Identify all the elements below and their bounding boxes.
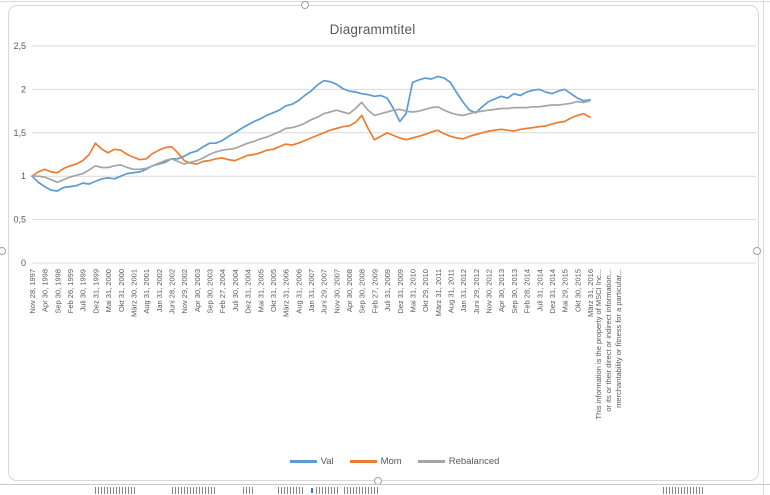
x-axis-tick-label: Feb 26, 1999	[66, 269, 75, 313]
clipped-cell-text	[243, 487, 255, 494]
x-axis-tick-label: Nov 29, 2002	[180, 269, 189, 314]
y-axis-tick-label: 1,5	[13, 128, 26, 138]
x-axis-tick-label: Apr 30, 2013	[497, 269, 506, 312]
x-axis-tick-label: Nov 30, 2007	[332, 269, 341, 314]
x-axis-tick-label: Nov 28, 1997	[28, 269, 37, 314]
x-axis-tick-label: Mai 29, 2015	[561, 269, 570, 312]
selection-handle-right[interactable]	[753, 247, 761, 255]
y-axis-tick-label: 1	[21, 171, 26, 181]
disclaimer-label: or its or their direct or indirect infor…	[604, 269, 613, 412]
clipped-cell-text	[95, 487, 137, 494]
x-axis-tick-label: Juni 28, 2002	[168, 269, 177, 314]
clipped-cell-text	[278, 487, 303, 494]
y-axis-tick-label: 2	[21, 84, 26, 94]
x-axis-tick-label: Juli 30, 2004	[231, 269, 240, 312]
spreadsheet-row-clipped[interactable]	[0, 486, 770, 495]
sheet-gridline-top	[0, 1, 770, 2]
x-axis-tick-label: Jan 31, 2012	[459, 269, 468, 312]
legend-label-val: Val	[320, 456, 334, 467]
x-axis-tick-label: März 31, 2016	[586, 269, 595, 317]
x-axis-tick-label: Juni 29, 2012	[472, 269, 481, 314]
disclaimer-label: This information is the property of MSCI…	[594, 269, 603, 419]
y-axis-tick-label: 2,5	[13, 41, 26, 51]
x-axis-tick-label: Jan 31, 2007	[307, 269, 316, 312]
series-line-val[interactable]	[31, 75, 591, 192]
chart-object[interactable]: Diagrammtitel 0 0,5 1 1,5 2 2,5 Nov 28, 1997 Ap…	[8, 5, 759, 481]
clipped-cell-text	[316, 487, 340, 494]
x-axis-tick-label: Feb 27, 2004	[218, 269, 227, 313]
legend-line-mom-icon	[349, 460, 377, 463]
x-axis-tick-label: Aug 31, 2006	[294, 269, 303, 314]
series-line-mom[interactable]	[31, 112, 591, 178]
x-axis-tick-label: März 31, 2006	[282, 269, 291, 317]
x-axis-tick-label: Apr 30, 2003	[193, 269, 202, 312]
x-axis-tick-label: Sep 30, 2013	[510, 269, 519, 314]
legend-label-rebalanced: Rebalanced	[448, 456, 500, 467]
y-axis-tick-label: 0	[21, 258, 26, 268]
clipped-cell-text	[344, 487, 378, 494]
sheet-gridline-right	[763, 0, 764, 495]
x-axis-tick-label: Mai 31, 2010	[408, 269, 417, 312]
x-axis-tick-label: Feb 27, 2009	[370, 269, 379, 313]
legend-line-val-icon	[289, 460, 317, 463]
x-axis-tick-label: Apr 30, 2008	[345, 269, 354, 312]
x-axis-tick-label: Dez 31, 2004	[244, 269, 253, 314]
x-axis-tick-label: Aug 31, 2001	[142, 269, 151, 314]
x-axis-tick-label: Juli 30, 1999	[79, 269, 88, 312]
x-axis-tick-label: Juni 29, 2007	[320, 269, 329, 314]
sheet-gridline-bottom	[0, 484, 770, 485]
disclaimer-label: merchantability or fitness for a particu…	[614, 269, 623, 408]
x-axis-tick-label: Okt 31, 2000	[117, 269, 126, 312]
x-axis-tick-label: Sep 30, 2003	[206, 269, 215, 314]
x-axis-tick-label: Okt 31, 2005	[269, 269, 278, 312]
legend-item-rebalanced[interactable]: Rebalanced	[417, 456, 500, 467]
x-axis-tick-label: März 31, 2011	[434, 269, 443, 316]
x-axis-tick-label: Sep 30, 1998	[53, 269, 62, 314]
x-axis-tick-label: Juli 31, 2014	[535, 269, 544, 312]
x-axis-tick-label: Jan 31, 2002	[155, 269, 164, 312]
x-axis-tick-label: Feb 28, 2014	[523, 269, 532, 313]
x-axis-tick-label: Dez 31, 1999	[91, 269, 100, 314]
clipped-cell-marker	[311, 488, 313, 493]
x-axis-tick-label: Apr 30, 1998	[41, 269, 50, 312]
x-axis-tick-label: Mai 31, 2005	[256, 269, 265, 312]
x-axis-tick-label: Juli 31, 2009	[383, 269, 392, 312]
series-line-rebalanced[interactable]	[31, 99, 591, 184]
x-axis-tick-label: Mai 31, 2000	[104, 269, 113, 312]
x-axis-tick-label: Okt 30, 2015	[573, 269, 582, 312]
y-axis-tick-label: 0,5	[13, 215, 26, 225]
x-axis-tick-label: Okt 29, 2010	[421, 269, 430, 312]
legend-line-rebalanced-icon	[417, 460, 445, 463]
clipped-cell-text	[172, 487, 216, 494]
x-axis-tick-label: März 30, 2001	[129, 269, 138, 317]
legend-item-val[interactable]: Val	[289, 456, 334, 467]
legend-label-mom: Mom	[380, 456, 402, 467]
chart-title[interactable]: Diagrammtitel	[329, 22, 416, 37]
x-axis-tick-label: Aug 31, 2011	[447, 269, 456, 313]
chart-legend: Val Mom Rebalanced	[9, 456, 758, 467]
selection-handle-top[interactable]	[301, 1, 309, 9]
x-axis-tick-label: Dez 31, 2014	[548, 269, 557, 314]
x-axis-tick-label: Sep 30, 2008	[358, 269, 367, 314]
legend-item-mom[interactable]: Mom	[349, 456, 402, 467]
selection-handle-left[interactable]	[0, 247, 6, 255]
x-axis-tick-label: Dez 31, 2009	[396, 269, 405, 314]
clipped-cell-text	[663, 487, 703, 494]
x-axis-tick-label: Nov 30, 2012	[485, 269, 494, 314]
